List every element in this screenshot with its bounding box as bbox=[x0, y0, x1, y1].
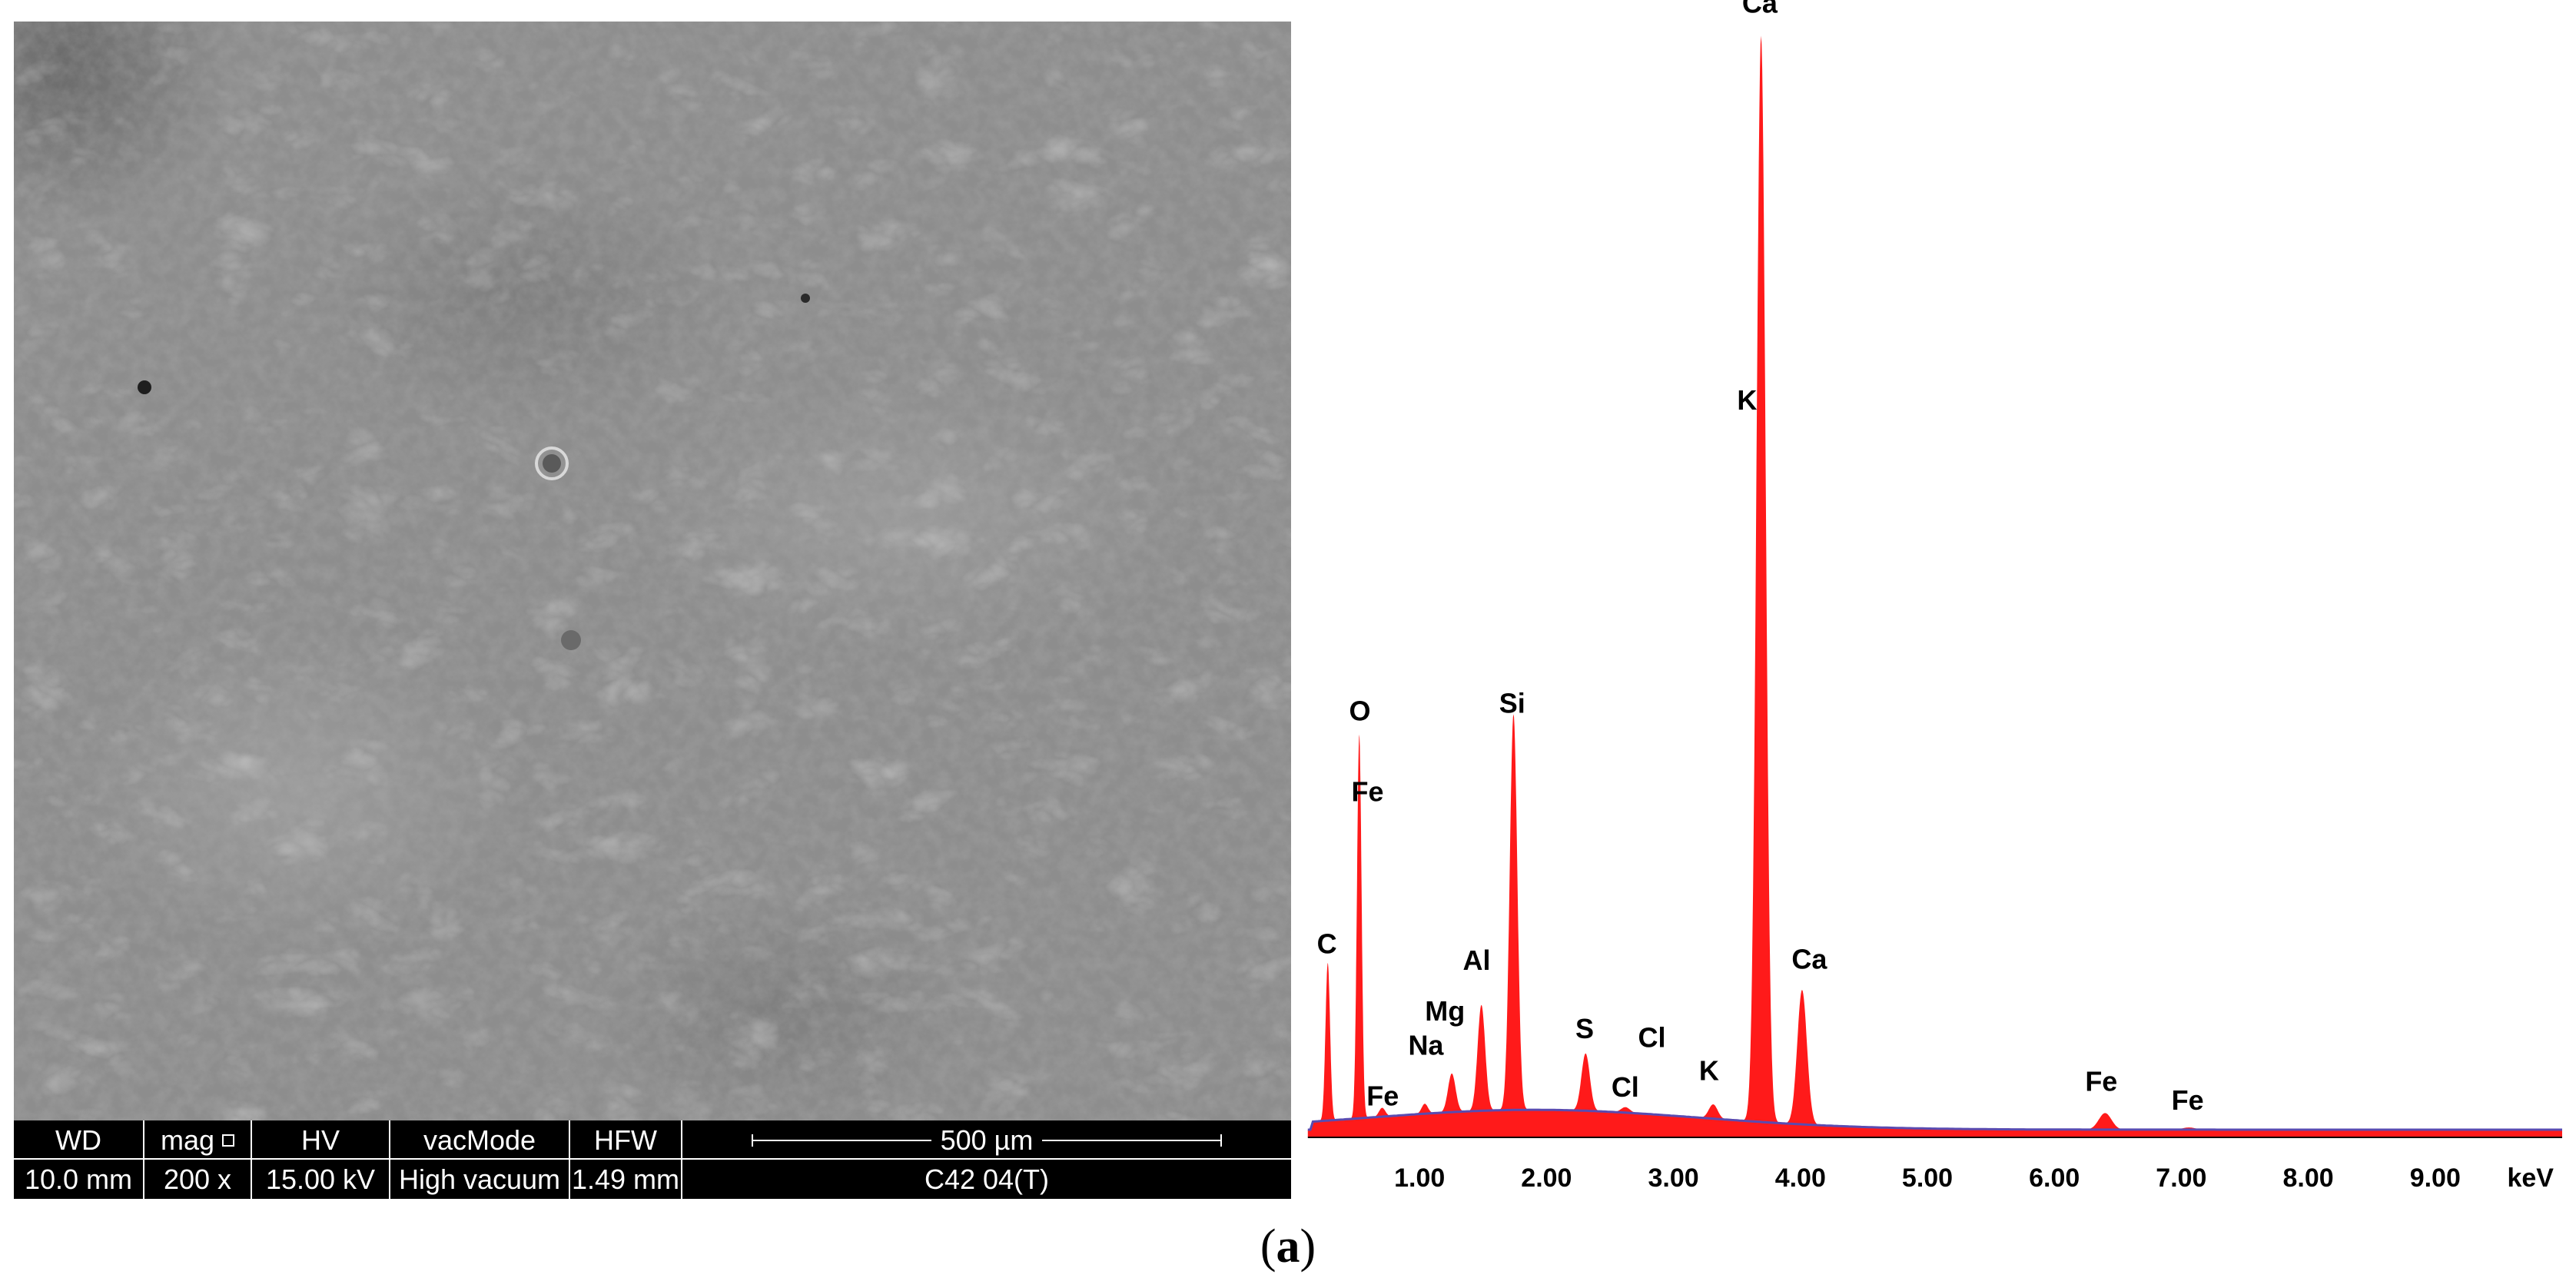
x-tick-label: 4.00 bbox=[1775, 1164, 1826, 1193]
databar-header-hfw: HFW bbox=[570, 1120, 682, 1160]
panel-label: (a) bbox=[0, 1216, 2576, 1277]
peak-annotation-fe: Fe bbox=[2085, 1066, 2117, 1097]
scalebar-right-cap bbox=[1220, 1134, 1222, 1147]
x-tick-label: 1.00 bbox=[1394, 1164, 1445, 1193]
sem-crater bbox=[561, 630, 581, 650]
sem-surface-texture bbox=[14, 22, 1291, 1120]
databar-sample-id: C42 04(T) bbox=[924, 1164, 1050, 1195]
sem-crater bbox=[543, 454, 561, 473]
panel-label-open-paren: ( bbox=[1260, 1220, 1276, 1273]
panel-label-letter: a bbox=[1276, 1220, 1300, 1273]
sem-crater bbox=[535, 446, 569, 480]
peak-annotation-ca: Ca bbox=[1742, 0, 1778, 18]
spectrum-peak-na-3 bbox=[1412, 1104, 1438, 1137]
spectrum-peak-k-9 bbox=[1695, 1104, 1731, 1137]
peak-annotation-fe: Fe bbox=[1366, 1080, 1399, 1111]
sem-micrograph-panel: WD mag HV vacMode HFW 500 µm 10.0 mm 200… bbox=[14, 22, 1291, 1199]
databar-value-hv: 15.00 kV bbox=[252, 1160, 390, 1199]
databar-value-mag: 200 x bbox=[144, 1160, 252, 1199]
mag-square-icon bbox=[222, 1134, 235, 1147]
databar-scalebar: 500 µm bbox=[682, 1120, 1291, 1160]
eds-spectrum-chart: 1.00 2.00 3.00 4.00 5.00 6.00 7.00 8.00 9.00 keV … bbox=[1307, 0, 2562, 1193]
peak-annotation-cl: Cl bbox=[1638, 1021, 1666, 1053]
scalebar-label: 500 µm bbox=[931, 1120, 1043, 1158]
spectrum-peak-al-5 bbox=[1466, 1004, 1497, 1137]
panel-label-close-paren: ) bbox=[1300, 1220, 1316, 1273]
peak-annotation-o: O bbox=[1349, 695, 1371, 727]
databar-header-mag-text: mag bbox=[160, 1124, 215, 1156]
databar-value-wd: 10.0 mm bbox=[14, 1160, 144, 1199]
sem-databar: WD mag HV vacMode HFW 500 µm 10.0 mm 200… bbox=[14, 1120, 1291, 1199]
peak-annotation-fe: Fe bbox=[2172, 1084, 2204, 1116]
peak-annotation-s: S bbox=[1575, 1013, 1594, 1044]
x-tick-label: 5.00 bbox=[1902, 1164, 1953, 1193]
peak-annotation-fe: Fe bbox=[1351, 775, 1383, 807]
databar-header-hv: HV bbox=[252, 1120, 390, 1160]
spectrum-peak-si-6 bbox=[1498, 714, 1529, 1137]
sem-micrograph-image bbox=[14, 22, 1291, 1120]
spectrum-axis-layer: 1.00 2.00 3.00 4.00 5.00 6.00 7.00 8.00 9.00 keV bbox=[1307, 1108, 2562, 1193]
scalebar: 500 µm bbox=[682, 1120, 1291, 1158]
x-tick-label: 7.00 bbox=[2156, 1164, 2206, 1193]
databar-header-mag: mag bbox=[144, 1120, 252, 1160]
spectrum-fill-layer bbox=[1307, 35, 2562, 1137]
peak-annotation-ca: Ca bbox=[1791, 943, 1827, 974]
spectrum-peak-mg-4 bbox=[1436, 1073, 1467, 1137]
spectrum-peak-fe-2 bbox=[1369, 1107, 1395, 1137]
x-tick-label: 2.00 bbox=[1521, 1164, 1572, 1193]
databar-header-vacmode: vacMode bbox=[390, 1120, 570, 1160]
peak-annotation-cl: Cl bbox=[1612, 1071, 1639, 1103]
spectrum-peak-ca-11 bbox=[1782, 990, 1822, 1137]
peak-annotation-mg: Mg bbox=[1425, 995, 1465, 1027]
spectrum-peak-fe-12 bbox=[2080, 1113, 2131, 1137]
x-tick-label: 8.00 bbox=[2283, 1164, 2334, 1193]
peak-annotation-c: C bbox=[1317, 928, 1337, 959]
spectrum-peak-s-7 bbox=[1569, 1053, 1603, 1137]
peak-annotation-na: Na bbox=[1408, 1029, 1444, 1061]
x-axis-unit-label: keV bbox=[2507, 1164, 2554, 1193]
databar-header-wd: WD bbox=[14, 1120, 144, 1160]
x-tick-label: 3.00 bbox=[1648, 1164, 1699, 1193]
peak-annotation-si: Si bbox=[1499, 688, 1525, 719]
databar-value-hfw: 1.49 mm bbox=[570, 1160, 682, 1199]
x-tick-label: 9.00 bbox=[2410, 1164, 2461, 1193]
peak-annotation-k: K bbox=[1737, 384, 1757, 416]
spectrum-peak-c-0 bbox=[1318, 962, 1337, 1137]
peak-annotation-al: Al bbox=[1463, 944, 1491, 976]
peak-annotation-k: K bbox=[1699, 1054, 1719, 1086]
spectrum-background-fit-line bbox=[1307, 1108, 2562, 1131]
spectrum-peak-o-1 bbox=[1349, 734, 1369, 1137]
sem-pore bbox=[801, 294, 810, 303]
spectrum-peak-ca-10 bbox=[1742, 35, 1780, 1137]
sem-pore bbox=[138, 380, 151, 394]
spectrum-peak-cl-8 bbox=[1608, 1107, 1644, 1137]
databar-value-vacmode: High vacuum bbox=[390, 1160, 570, 1199]
x-tick-label: 6.00 bbox=[2029, 1164, 2080, 1193]
